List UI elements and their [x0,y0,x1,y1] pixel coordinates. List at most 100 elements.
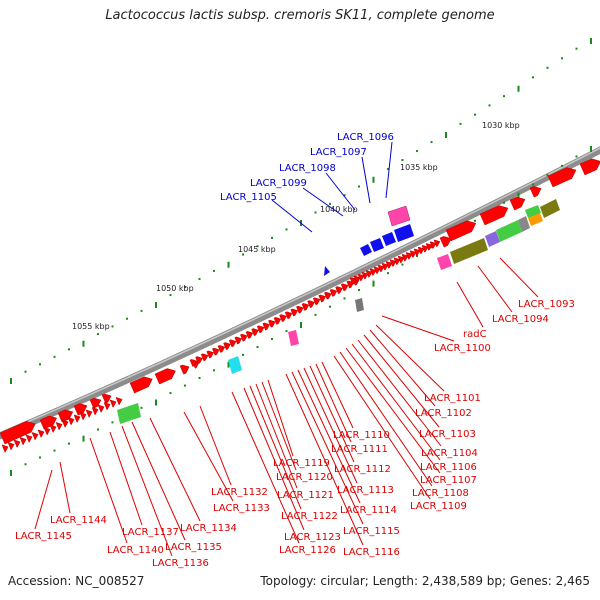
inner-tick-6 [97,428,99,431]
gene-label-lacr-1110[interactable]: LACR_1110 [333,430,390,441]
gene-label-lacr-1099[interactable]: LACR_1099 [250,178,307,189]
inner-tick-9 [140,406,143,409]
gene-label-lacr-1137[interactable]: LACR_1137 [122,527,179,538]
gene-label-lacr-1140[interactable]: LACR_1140 [107,545,164,556]
gene-arrow-i23 [318,294,326,303]
leader-1098 [325,172,356,211]
gene-cyan [228,356,242,374]
leader-lacr-1120 [261,381,297,471]
tick-label-1050: 1050 kbp [156,284,194,293]
red-gene-arrows [0,158,600,453]
genome-stats-text: Topology: circular; Length: 2,438,589 bp… [260,574,590,588]
outer-tick-10 [155,302,157,308]
leader-lacr-1121 [255,383,298,489]
inner-tick-39 [575,155,578,158]
gene-olive-1 [450,238,488,264]
gene-arrow-i0 [189,359,198,367]
gene-arrow-i10 [245,331,254,339]
gene-arrow-i9 [240,333,248,342]
gene-label-lacr-1134[interactable]: LACR_1134 [180,523,237,534]
gene-label-lacr-1109[interactable]: LACR_1109 [410,501,467,512]
outer-tick-24 [358,185,360,188]
inner-tick-10 [155,399,157,406]
gene-label-lacr-1106[interactable]: LACR_1106 [420,462,477,473]
gene-arrow-j50 [429,241,437,249]
outer-tick-32 [474,113,476,116]
leader-lacr-1108 [339,351,433,487]
gene-label-lacr-1112[interactable]: LACR_1112 [334,464,391,475]
gene-label-lacr-1100[interactable]: LACR_1100 [434,343,491,354]
leader-lacr-1137 [109,431,143,526]
leader-1097 [361,156,371,204]
gene-arrow-i19 [296,305,304,314]
outer-tick-1 [24,370,27,373]
gene-arrow-i8 [234,336,242,345]
tick-labels: 1030 kbp 1035 kbp 1040 kbp 1045 kbp 1050… [72,121,520,331]
leader-lacr-1122 [249,385,302,510]
outer-tick-16 [242,253,244,256]
gene-arrow-i7 [228,339,237,348]
gene-arrow-k60 [49,424,57,433]
gene-label-lacr-1104[interactable]: LACR_1104 [421,448,478,459]
gene-label-lacr-1135[interactable]: LACR_1135 [165,542,222,553]
leader-lacr-1109 [333,355,431,500]
outer-tick-37 [546,66,549,69]
gene-arrow-j49 [425,243,433,251]
gene-label-lacr-1113[interactable]: LACR_1113 [337,485,394,496]
gene-arrow-i2 [200,353,209,362]
gene-arrow-i11 [251,328,259,336]
inner-tick-28 [416,254,418,257]
gene-label-lacr-1119[interactable]: LACR_1119 [273,458,330,469]
gene-label-lacr-1103[interactable]: LACR_1103 [419,429,476,440]
gene-label-lacr-1144[interactable]: LACR_1144 [50,515,107,526]
gene-label-radc[interactable]: radC [463,329,487,340]
gene-label-lacr-1115[interactable]: LACR_1115 [343,526,400,537]
gene-green-2 [525,205,541,218]
outer-tick-18 [271,236,273,239]
gene-label-lacr-1116[interactable]: LACR_1116 [343,547,400,558]
leader-lacr-1093 [499,257,539,298]
outer-tick-40 [590,38,592,44]
outer-tick-8 [126,317,128,320]
gene-arrow-i6 [223,342,231,350]
gene-label-lacr-1123[interactable]: LACR_1123 [284,532,341,543]
gene-label-lacr-1120[interactable]: LACR_1120 [276,472,333,483]
inner-tick-3 [53,449,56,452]
leader-lacr-1144 [59,461,71,514]
gene-label-lacr-1132[interactable]: LACR_1132 [211,487,268,498]
gene-arrow-k58 [37,429,45,438]
gene-arrow-i26 [335,286,343,294]
gene-label-lacr-1111[interactable]: LACR_1111 [331,444,388,455]
outer-tick-29 [430,141,433,144]
outer-tick-31 [459,122,462,125]
leader-lacr-1145 [34,469,53,530]
gene-label-lacr-1098[interactable]: LACR_1098 [279,163,336,174]
gene-blue-1 [360,244,372,256]
gene-label-lacr-1133[interactable]: LACR_1133 [213,503,270,514]
gene-label-lacr-1105[interactable]: LACR_1105 [220,192,277,203]
gene-arrow-k68 [97,404,105,413]
gene-label-lacr-1093[interactable]: LACR_1093 [518,299,575,310]
outer-tick-0 [10,378,12,384]
outer-tick-ring [10,38,592,384]
gene-label-lacr-1136[interactable]: LACR_1136 [152,558,209,569]
gene-label-lacr-1101[interactable]: LACR_1101 [424,393,481,404]
leader-lacr-1140 [89,437,128,544]
gene-label-lacr-1096[interactable]: LACR_1096 [337,132,394,143]
gene-label-lacr-1108[interactable]: LACR_1108 [412,488,469,499]
gene-arrow-o3 [73,403,88,416]
gene-arrow-o10 [439,236,452,248]
gene-arrow-o7 [154,368,176,385]
gene-label-lacr-1094[interactable]: LACR_1094 [492,314,549,325]
gene-label-lacr-1114[interactable]: LACR_1114 [340,505,397,516]
gene-label-lacr-1107[interactable]: LACR_1107 [420,475,477,486]
gene-label-lacr-1121[interactable]: LACR_1121 [277,490,334,501]
gene-label-lacr-1122[interactable]: LACR_1122 [281,511,338,522]
gene-label-lacr-1145[interactable]: LACR_1145 [15,531,72,542]
gene-label-lacr-1097[interactable]: LACR_1097 [310,147,367,158]
gene-orange [528,213,543,226]
leader-lacr-1132 [199,405,232,486]
gene-label-lacr-1126[interactable]: LACR_1126 [279,545,336,556]
outer-tick-28 [416,150,418,153]
gene-label-lacr-1102[interactable]: LACR_1102 [415,408,472,419]
